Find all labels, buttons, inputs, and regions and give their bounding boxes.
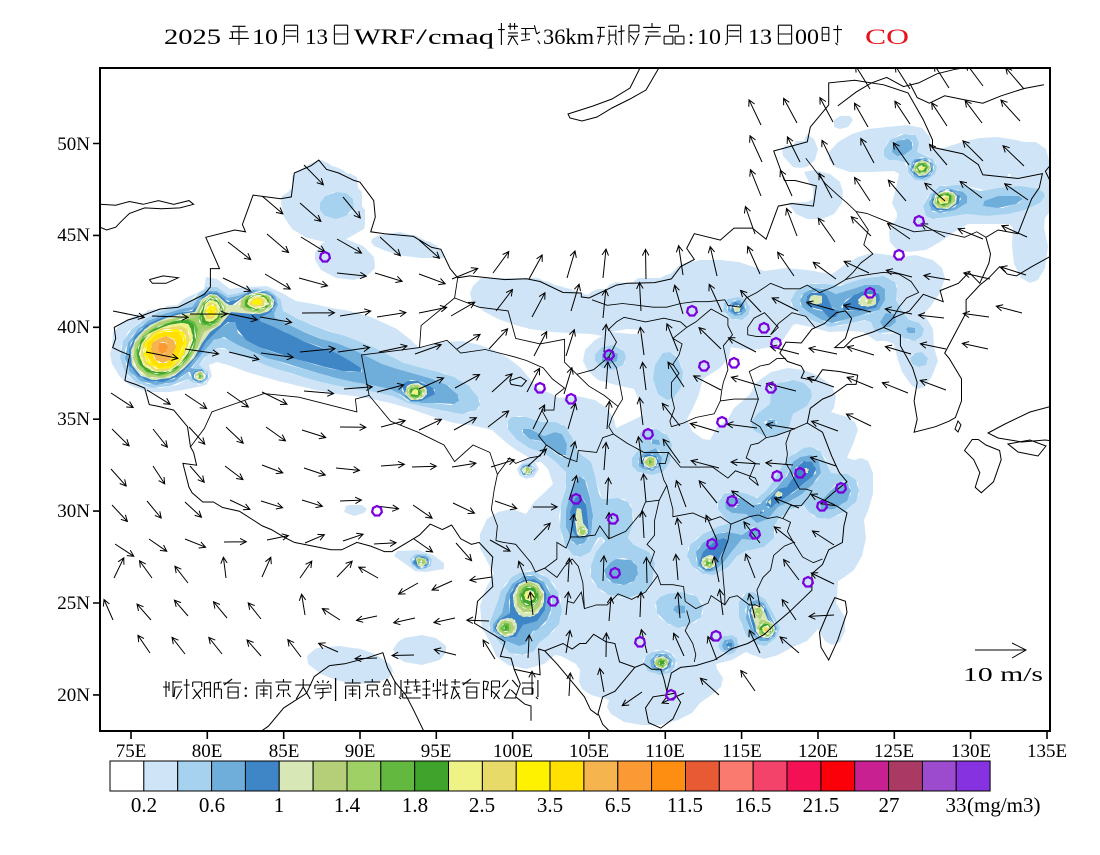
svg-text:cmaq: cmaq xyxy=(428,24,494,49)
svg-text:20N: 20N xyxy=(57,685,90,706)
svg-text:CO: CO xyxy=(865,24,909,49)
svg-text:13: 13 xyxy=(305,24,328,49)
svg-text:40N: 40N xyxy=(57,317,90,338)
svg-text:110E: 110E xyxy=(645,741,684,762)
svg-text:(mg/m3): (mg/m3) xyxy=(967,793,1041,817)
svg-text:120E: 120E xyxy=(798,741,838,762)
svg-text:2.5: 2.5 xyxy=(469,793,495,817)
svg-text:11.5: 11.5 xyxy=(667,793,703,817)
svg-text:100E: 100E xyxy=(493,741,533,762)
svg-text:27: 27 xyxy=(879,793,900,817)
svg-text:33: 33 xyxy=(946,793,967,817)
svg-text:105E: 105E xyxy=(569,741,609,762)
svg-text:3.5: 3.5 xyxy=(537,793,563,817)
svg-text:WRF: WRF xyxy=(354,24,415,49)
svg-text:80E: 80E xyxy=(192,741,223,762)
svg-text:135E: 135E xyxy=(1027,741,1067,762)
svg-text:36km: 36km xyxy=(543,24,594,49)
svg-text:13: 13 xyxy=(748,24,772,49)
svg-text:0.2: 0.2 xyxy=(131,793,157,817)
svg-text:85E: 85E xyxy=(269,741,300,762)
svg-text::: : xyxy=(243,680,249,702)
svg-text:16.5: 16.5 xyxy=(735,793,772,817)
svg-text:30N: 30N xyxy=(57,501,90,522)
svg-text:35N: 35N xyxy=(57,409,90,430)
svg-text:25N: 25N xyxy=(57,593,90,614)
svg-text::: : xyxy=(688,24,694,49)
svg-text:50N: 50N xyxy=(57,134,90,155)
svg-text:95E: 95E xyxy=(421,741,452,762)
svg-text:10: 10 xyxy=(697,24,721,49)
svg-text:1.8: 1.8 xyxy=(402,793,428,817)
svg-text:130E: 130E xyxy=(951,741,991,762)
svg-text:21.5: 21.5 xyxy=(803,793,840,817)
svg-text:1: 1 xyxy=(274,793,285,817)
svg-text:00: 00 xyxy=(795,24,819,49)
svg-text:115E: 115E xyxy=(722,741,761,762)
svg-text:6.5: 6.5 xyxy=(605,793,631,817)
svg-text:2025: 2025 xyxy=(164,24,221,49)
svg-text:/: / xyxy=(416,24,429,49)
svg-text:125E: 125E xyxy=(874,741,914,762)
svg-text:45N: 45N xyxy=(57,225,90,246)
svg-text:0.6: 0.6 xyxy=(199,793,225,817)
svg-text:10: 10 xyxy=(252,24,278,49)
svg-text:75E: 75E xyxy=(116,741,147,762)
svg-text:10 m/s: 10 m/s xyxy=(963,664,1043,686)
svg-text:90E: 90E xyxy=(345,741,376,762)
svg-text:1.4: 1.4 xyxy=(334,793,361,817)
